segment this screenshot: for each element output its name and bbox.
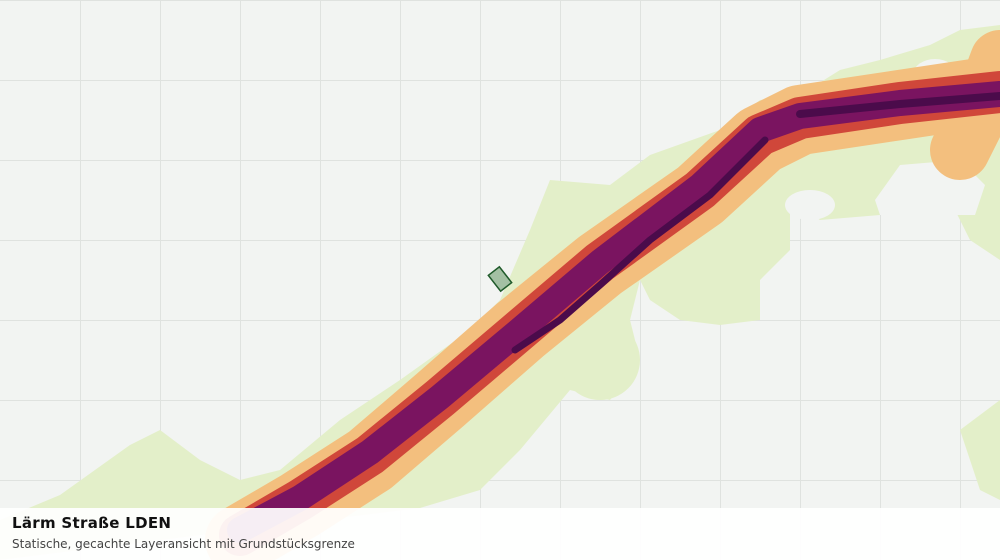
parcel-boundary bbox=[487, 265, 513, 293]
map-subtitle: Statische, gecachte Layeransicht mit Gru… bbox=[12, 537, 355, 551]
caption-bar: Lärm Straße LDEN Statische, gecachte Lay… bbox=[0, 508, 1000, 560]
map-title: Lärm Straße LDEN bbox=[12, 514, 172, 532]
noise-road bbox=[205, 30, 1000, 560]
